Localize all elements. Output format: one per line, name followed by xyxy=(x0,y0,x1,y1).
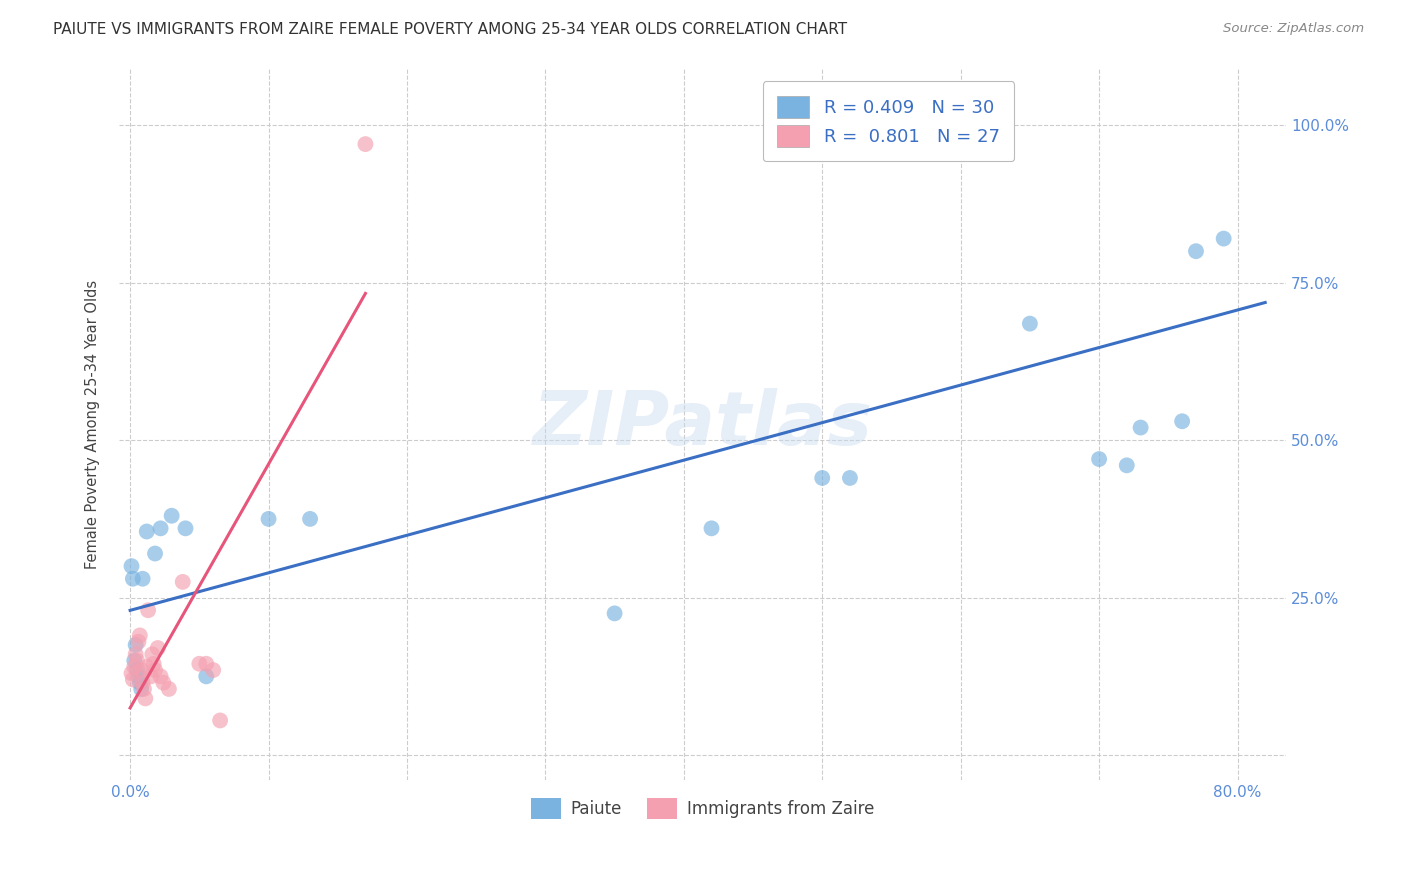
Point xyxy=(122,572,145,586)
Text: Source: ZipAtlas.com: Source: ZipAtlas.com xyxy=(1223,22,1364,36)
Point xyxy=(811,471,834,485)
Point xyxy=(257,512,280,526)
Point xyxy=(195,669,218,683)
Point xyxy=(149,521,172,535)
Point xyxy=(135,524,157,539)
Point xyxy=(124,638,146,652)
Point xyxy=(125,654,148,668)
Point xyxy=(136,603,159,617)
Point xyxy=(991,134,1014,148)
Point xyxy=(132,681,155,696)
Point xyxy=(139,669,162,683)
Point xyxy=(1129,420,1152,434)
Point xyxy=(188,657,211,671)
Point xyxy=(129,663,152,677)
Point xyxy=(122,673,145,687)
Point xyxy=(127,669,149,683)
Point xyxy=(124,648,146,662)
Point xyxy=(121,559,143,574)
Point xyxy=(157,681,180,696)
Point xyxy=(124,660,146,674)
Point xyxy=(141,648,163,662)
Point xyxy=(838,471,860,485)
Point xyxy=(1018,317,1040,331)
Point xyxy=(131,675,153,690)
Point xyxy=(125,663,148,677)
Point xyxy=(131,572,153,586)
Point xyxy=(160,508,183,523)
Point xyxy=(354,137,377,152)
Point xyxy=(134,691,156,706)
Point xyxy=(129,681,152,696)
Point xyxy=(172,574,194,589)
Point xyxy=(143,663,166,677)
Point xyxy=(1088,452,1111,467)
Point xyxy=(121,666,143,681)
Point xyxy=(1212,231,1234,245)
Point xyxy=(142,657,165,671)
Legend: Paiute, Immigrants from Zaire: Paiute, Immigrants from Zaire xyxy=(524,792,882,825)
Point xyxy=(700,521,723,535)
Point xyxy=(152,675,174,690)
Point xyxy=(135,660,157,674)
Point xyxy=(146,640,169,655)
Point xyxy=(127,634,149,648)
Point xyxy=(1171,414,1194,428)
Point xyxy=(149,669,172,683)
Point xyxy=(949,134,972,148)
Point xyxy=(209,714,232,728)
Point xyxy=(299,512,322,526)
Point xyxy=(195,657,218,671)
Point xyxy=(603,607,626,621)
Point xyxy=(1115,458,1137,473)
Point xyxy=(128,628,150,642)
Y-axis label: Female Poverty Among 25-34 Year Olds: Female Poverty Among 25-34 Year Olds xyxy=(86,280,100,569)
Point xyxy=(128,675,150,690)
Text: ZIPatlas: ZIPatlas xyxy=(533,388,873,461)
Point xyxy=(202,663,225,677)
Point xyxy=(1185,244,1208,259)
Point xyxy=(124,654,146,668)
Point xyxy=(174,521,197,535)
Text: PAIUTE VS IMMIGRANTS FROM ZAIRE FEMALE POVERTY AMONG 25-34 YEAR OLDS CORRELATION: PAIUTE VS IMMIGRANTS FROM ZAIRE FEMALE P… xyxy=(53,22,848,37)
Point xyxy=(143,547,166,561)
